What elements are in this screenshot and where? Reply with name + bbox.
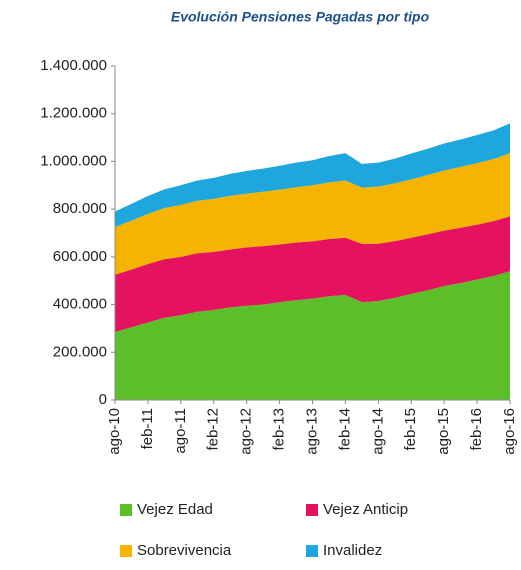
area [115, 216, 510, 333]
area [115, 153, 510, 275]
y-tick-label: 0 [99, 391, 107, 408]
area [115, 271, 510, 400]
legend-label: Sobrevivencia [137, 542, 232, 559]
x-tick-label: ago-11 [172, 408, 189, 454]
legend-swatch [306, 545, 318, 557]
legend-label: Vejez Edad [137, 501, 213, 518]
legend-swatch [120, 504, 132, 516]
chart-title: Evolución Pensiones Pagadas por tipo [171, 9, 430, 25]
x-tick-label: ago-14 [369, 408, 386, 455]
legend-swatch [306, 504, 318, 516]
legend-label: Vejez Anticip [323, 501, 408, 518]
x-tick-label: ago-13 [303, 408, 320, 455]
legend-label: Invalidez [323, 542, 382, 559]
area [115, 123, 510, 228]
x-tick-label: feb-11 [139, 408, 156, 449]
y-tick-label: 1.000.000 [40, 152, 107, 169]
x-tick-label: feb-13 [271, 408, 288, 451]
y-tick-label: 1.400.000 [40, 57, 107, 74]
x-tick-label: ago-16 [501, 408, 518, 455]
y-tick-label: 600.000 [53, 248, 107, 265]
x-tick-label: feb-15 [402, 408, 419, 451]
x-tick-label: ago-15 [435, 408, 452, 455]
x-tick-label: feb-14 [336, 408, 353, 451]
x-tick-label: ago-10 [106, 408, 123, 455]
y-tick-label: 800.000 [53, 200, 107, 217]
y-tick-label: 400.000 [53, 296, 107, 313]
x-tick-label: feb-16 [468, 408, 485, 451]
x-tick-label: ago-12 [238, 408, 255, 455]
y-tick-label: 1.200.000 [40, 105, 107, 122]
legend-swatch [120, 545, 132, 557]
y-tick-label: 200.000 [53, 343, 107, 360]
x-tick-label: feb-12 [205, 408, 222, 451]
